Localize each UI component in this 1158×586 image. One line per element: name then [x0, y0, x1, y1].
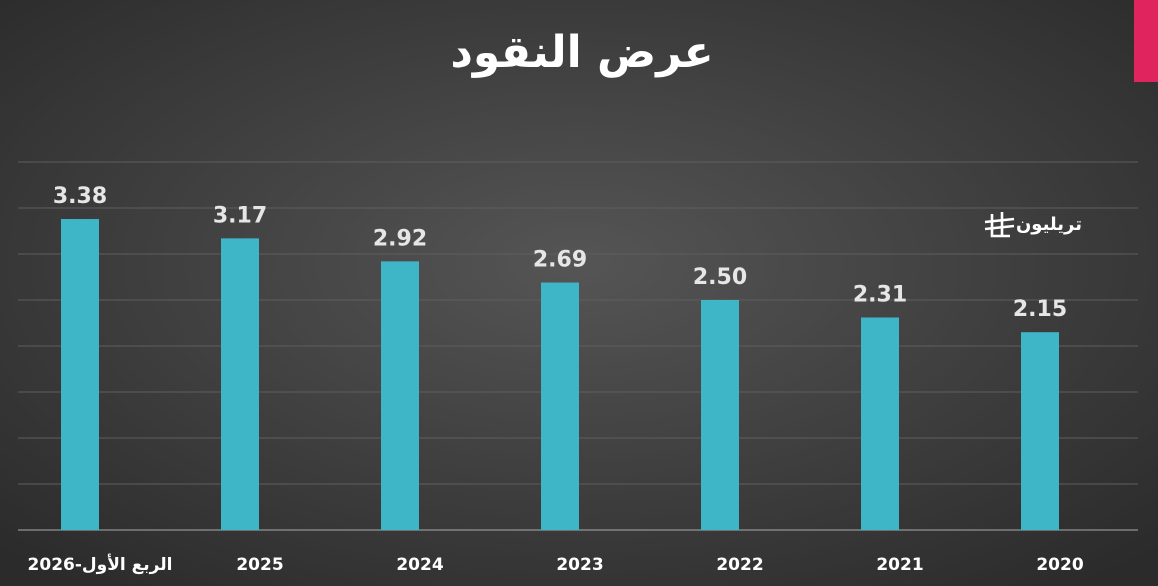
x-tick-label: الربع الأول-2026 — [28, 554, 173, 575]
value-label: 2.15 — [1013, 297, 1067, 322]
bar — [221, 238, 259, 531]
chart-title: عرض النقود — [450, 27, 713, 78]
value-label: 3.17 — [213, 203, 267, 228]
x-tick-label: 2023 — [556, 555, 603, 575]
x-tick-label: 2025 — [236, 555, 283, 575]
value-label: 2.31 — [853, 282, 907, 307]
value-label: 2.50 — [693, 265, 747, 290]
bar — [541, 282, 579, 530]
currency-symbol — [984, 212, 1015, 238]
value-label: 3.38 — [53, 184, 107, 209]
x-tick-label: 2024 — [396, 555, 443, 575]
bar — [701, 300, 739, 530]
unit-label: تريليون — [1016, 214, 1082, 235]
bar — [1021, 332, 1059, 530]
value-label: 2.92 — [373, 226, 427, 251]
accent-bar — [1134, 0, 1158, 82]
bar — [61, 219, 99, 531]
x-tick-label: 2021 — [876, 555, 923, 575]
bar — [861, 317, 899, 530]
x-tick-label: 2020 — [1036, 555, 1083, 575]
bar — [381, 261, 419, 530]
value-label: 2.69 — [533, 248, 587, 273]
x-tick-label: 2022 — [716, 555, 763, 575]
